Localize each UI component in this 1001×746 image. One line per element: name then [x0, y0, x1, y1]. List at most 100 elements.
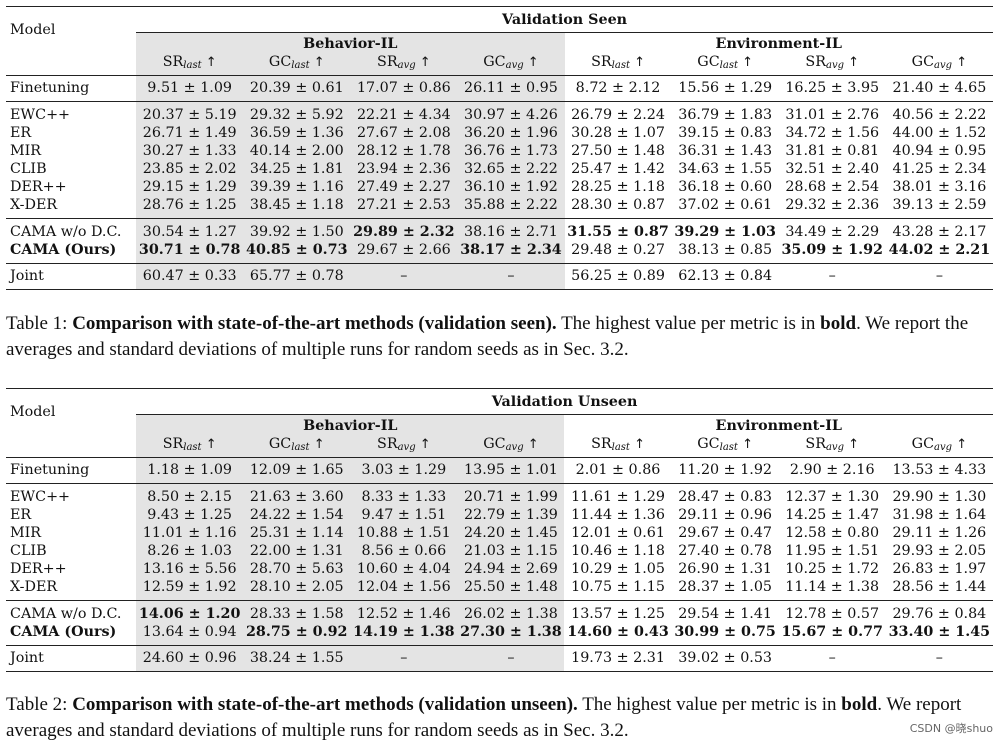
metric-base: SR: [162, 435, 184, 452]
value-cell: 11.61 ± 1.29: [564, 482, 672, 506]
value-cell: 29.90 ± 1.30: [885, 482, 993, 506]
value-cell: 35.09 ± 1.92: [781, 241, 883, 258]
metric-subscript: avg: [397, 441, 416, 453]
value-cell: 62.13 ± 0.84: [671, 262, 779, 290]
value-cell: 10.88 ± 1.51: [350, 523, 458, 542]
value-cell: 38.01 ± 3.16: [892, 178, 987, 195]
value-cell: 8.33 ± 1.33: [350, 482, 458, 506]
up-arrow-icon: ↑: [415, 54, 431, 70]
table-row: X-DER 12.59 ± 1.92 28.10 ± 2.05 12.04 ± 1.5…: [6, 577, 993, 600]
group-header: Environment-IL: [715, 35, 842, 52]
metric-subscript: avg: [934, 59, 953, 71]
value-cell: 30.97 ± 4.26: [457, 100, 565, 124]
table-row: Joint 24.60 ± 0.96 38.24 ± 1.55– –19.73 ± 2…: [6, 644, 993, 672]
value-cell: 9.47 ± 1.51: [350, 505, 458, 524]
value-cell: –: [778, 262, 886, 290]
header-row-groups: Model Behavior-IL Environment-IL: [6, 22, 993, 53]
value-cell: 10.75 ± 1.15: [571, 578, 665, 595]
value-cell: 11.20 ± 1.92: [678, 462, 773, 478]
value-cell: 28.10 ± 2.05: [243, 577, 351, 600]
metric-base: GC: [268, 435, 292, 452]
value-cell: 39.02 ± 0.53: [671, 644, 779, 672]
model-name: Finetuning: [10, 80, 90, 96]
up-arrow-icon: ↑: [201, 436, 217, 452]
value-cell: 11.95 ± 1.51: [785, 542, 880, 559]
model-name: X-DER: [10, 578, 58, 595]
value-cell: 19.73 ± 2.31: [564, 644, 672, 672]
model-name: CAMA w/o D.C.: [6, 217, 137, 241]
value-cell: 21.03 ± 1.15: [457, 541, 565, 560]
value-cell: 12.78 ± 0.57: [778, 599, 886, 623]
table-row: CAMA (Ours) 13.64 ± 0.94 28.75 ± 0.92 14.19…: [6, 622, 993, 645]
value-cell: 40.85 ± 0.73: [243, 240, 351, 263]
value-cell: 44.02 ± 2.21: [888, 241, 991, 258]
value-cell: 30.99 ± 0.75: [674, 623, 776, 640]
value-cell: 34.72 ± 1.56: [785, 124, 880, 141]
value-cell: –: [457, 262, 565, 290]
empty-cell: [6, 434, 137, 458]
value-cell: 12.59 ± 1.92: [136, 577, 244, 600]
model-name: DER++: [10, 178, 67, 195]
metric-subscript: avg: [397, 59, 416, 71]
metric-base: GC: [697, 435, 720, 452]
model-name: Joint: [6, 644, 137, 672]
value-cell: 25.50 ± 1.48: [457, 577, 565, 600]
value-cell: 27.30 ± 1.38: [457, 622, 565, 645]
results-table-validation-seen: Validation Seen Model Behavior-IL Environme…: [6, 6, 993, 290]
value-cell: 27.21 ± 2.53: [350, 195, 458, 218]
value-cell: 26.90 ± 1.31: [678, 560, 773, 577]
value-cell: 38.24 ± 1.55: [243, 644, 351, 672]
value-cell: 30.27 ± 1.33: [136, 141, 244, 160]
value-cell: 20.37 ± 5.19: [136, 100, 244, 124]
metric-base: SR: [805, 53, 826, 70]
group-header: Behavior-IL: [136, 32, 565, 53]
metric-header: GClast ↑: [671, 52, 779, 76]
value-cell: 38.13 ± 0.85: [678, 241, 773, 258]
value-cell: 28.30 ± 0.87: [571, 196, 665, 213]
value-cell: 25.31 ± 1.14: [243, 523, 351, 542]
value-cell: 29.32 ± 2.36: [785, 196, 880, 213]
value-cell: 38.45 ± 1.18: [243, 195, 351, 218]
value-cell: 29.93 ± 2.05: [892, 542, 987, 559]
value-cell: 13.95 ± 1.01: [457, 457, 565, 483]
value-cell: 36.20 ± 1.96: [457, 123, 565, 142]
metric-subscript: last: [183, 59, 202, 71]
value-cell: 30.54 ± 1.27: [136, 217, 244, 241]
value-cell: 9.51 ± 1.09: [136, 75, 244, 101]
metric-header: GCavg ↑: [457, 434, 565, 458]
value-cell: 39.92 ± 1.50: [243, 217, 351, 241]
value-cell: 10.25 ± 1.72: [785, 560, 880, 577]
value-cell: 31.55 ± 0.87: [564, 217, 672, 241]
value-cell: 22.21 ± 4.34: [350, 100, 458, 124]
metric-base: GC: [697, 53, 720, 70]
metric-base: SR: [805, 435, 826, 452]
value-cell: 26.02 ± 1.38: [457, 599, 565, 623]
table-row: EWC++ 20.37 ± 5.19 29.32 ± 5.92 22.21 ± 4.3…: [6, 100, 993, 124]
value-cell: 56.25 ± 0.89: [564, 262, 672, 290]
table-row: Finetuning 1.18 ± 1.09 12.09 ± 1.65 3.03 ± …: [6, 457, 993, 483]
value-cell: 28.68 ± 2.54: [785, 178, 880, 195]
value-cell: 28.33 ± 1.58: [243, 599, 351, 623]
table-row: DER++ 29.15 ± 1.29 39.39 ± 1.16 27.49 ± 2.2…: [6, 177, 993, 196]
model-header: Model: [10, 403, 56, 420]
caption-bold-title: Comparison with state-of-the-art methods…: [72, 313, 557, 334]
caption-text: The highest value per metric is in: [577, 694, 842, 715]
value-cell: 8.56 ± 0.66: [350, 541, 458, 560]
up-arrow-icon: ↑: [629, 436, 645, 452]
model-name: EWC++: [6, 100, 137, 124]
value-cell: 36.76 ± 1.73: [457, 141, 565, 160]
metric-base: GC: [483, 435, 506, 452]
value-cell: 10.29 ± 1.05: [571, 560, 665, 577]
value-cell: 12.04 ± 1.56: [350, 577, 458, 600]
up-arrow-icon: ↑: [309, 54, 325, 70]
value-cell: 34.63 ± 1.55: [678, 160, 773, 177]
value-cell: 39.39 ± 1.16: [243, 177, 351, 196]
up-arrow-icon: ↑: [523, 54, 539, 70]
value-cell: 28.25 ± 1.18: [571, 178, 665, 195]
header-row-metrics: SRlast ↑ GClast ↑ SRavg ↑ GCavg ↑ SRlast ↑ GC…: [6, 434, 993, 458]
value-cell: 40.56 ± 2.22: [885, 100, 993, 124]
value-cell: 13.53 ± 4.33: [892, 462, 987, 478]
up-arrow-icon: ↑: [201, 54, 217, 70]
metric-subscript: avg: [934, 441, 953, 453]
value-cell: 29.54 ± 1.41: [671, 599, 779, 623]
